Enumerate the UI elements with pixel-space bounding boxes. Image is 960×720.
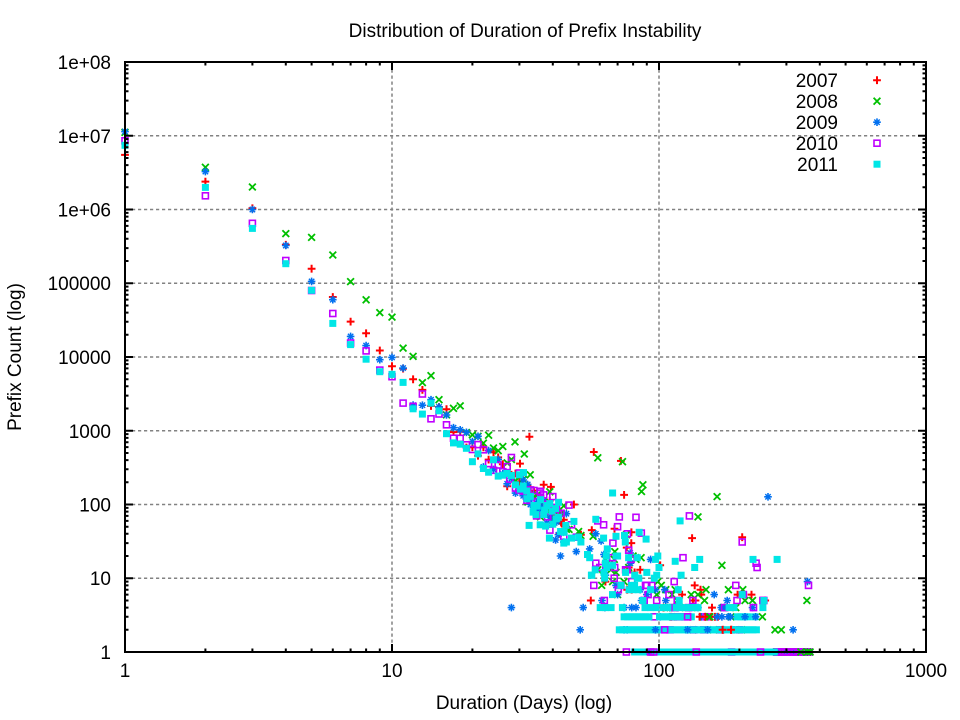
- svg-text:10000: 10000: [58, 348, 111, 369]
- svg-text:2007: 2007: [796, 71, 838, 92]
- svg-text:1000: 1000: [69, 422, 111, 443]
- svg-text:1: 1: [100, 643, 111, 664]
- svg-text:1e+06: 1e+06: [58, 201, 111, 222]
- svg-text:100: 100: [79, 496, 111, 517]
- svg-text:2010: 2010: [796, 134, 838, 155]
- svg-text:2008: 2008: [796, 92, 838, 113]
- svg-text:100000: 100000: [48, 274, 111, 295]
- svg-text:2009: 2009: [796, 113, 838, 134]
- svg-text:1000: 1000: [905, 661, 947, 682]
- svg-text:10: 10: [381, 661, 402, 682]
- svg-text:100: 100: [643, 661, 675, 682]
- svg-text:Prefix Count (log): Prefix Count (log): [5, 283, 26, 431]
- svg-text:Duration (Days) (log): Duration (Days) (log): [436, 693, 612, 714]
- svg-text:1: 1: [120, 661, 131, 682]
- svg-text:10: 10: [90, 569, 111, 590]
- svg-text:1e+07: 1e+07: [58, 127, 111, 148]
- svg-text:2011: 2011: [797, 155, 838, 176]
- svg-text:Distribution of Duration of Pr: Distribution of Duration of Prefix Insta…: [349, 21, 702, 42]
- svg-text:1e+08: 1e+08: [58, 53, 111, 74]
